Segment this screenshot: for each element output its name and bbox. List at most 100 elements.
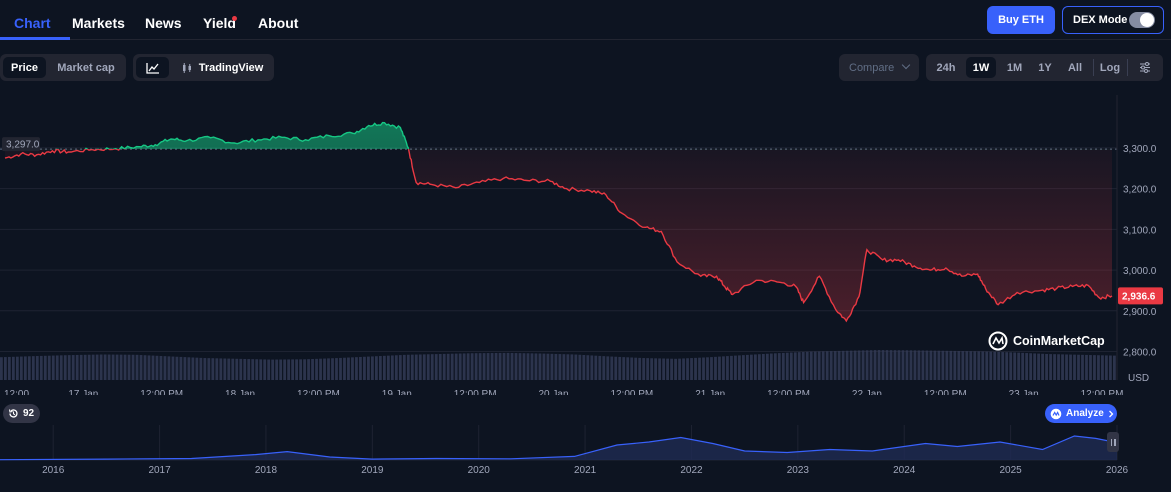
volume-bar	[371, 356, 374, 380]
current-price-tag: 2,936.6	[1118, 287, 1163, 305]
buy-eth-button[interactable]: Buy ETH	[987, 6, 1055, 34]
x-tick-label: 21 Jan	[695, 389, 725, 395]
navigator-tick-label: 2018	[255, 465, 278, 476]
range-1y-button[interactable]: 1Y	[1038, 61, 1052, 74]
volume-bar	[450, 353, 454, 380]
volume-bar	[526, 353, 530, 380]
volume-bar	[47, 355, 51, 380]
volume-bar	[793, 352, 797, 380]
new-indicator-dot	[232, 16, 237, 21]
volume-bar	[757, 354, 761, 380]
volume-bar	[985, 351, 989, 380]
volume-bar	[378, 356, 382, 380]
volume-bar	[606, 356, 610, 380]
volume-bar	[382, 355, 386, 380]
volume-bar	[323, 358, 326, 380]
volume-bar	[574, 354, 578, 380]
overview-navigator[interactable]: 2016 2017 2018 2019 2020 2021 2022 2023 2024 2025…	[0, 425, 1171, 492]
volume-bar	[702, 357, 705, 380]
tradingview-button[interactable]: TradingView	[173, 57, 271, 78]
volume-bar	[275, 359, 279, 380]
volume-bar	[853, 350, 857, 380]
tab-about[interactable]: About	[258, 15, 299, 31]
tab-chart[interactable]: Chart	[14, 15, 51, 31]
tab-yield[interactable]: Yield	[203, 15, 236, 31]
x-tick-label: 12:00 PM	[924, 389, 967, 395]
volume-bar	[742, 355, 745, 380]
volume-bar	[933, 350, 937, 380]
chart-settings-button[interactable]	[1131, 57, 1159, 78]
volume-bar	[231, 358, 235, 380]
volume-bar	[259, 359, 263, 380]
volume-bar	[929, 350, 933, 380]
range-1m-button[interactable]: 1M	[1006, 61, 1023, 74]
navigator-handle[interactable]	[1107, 432, 1119, 452]
x-tick-label: 12:00 PM	[1081, 389, 1124, 395]
compare-dropdown[interactable]: Compare	[839, 54, 919, 81]
x-tick-label: 18 Jan	[225, 389, 255, 395]
toggle-switch[interactable]	[1129, 12, 1155, 28]
tab-news[interactable]: News	[145, 15, 182, 31]
volume-bar	[283, 359, 287, 380]
volume-bar	[562, 354, 566, 380]
volume-bar	[961, 351, 965, 380]
history-count: 92	[23, 408, 35, 419]
volume-bar	[215, 358, 219, 380]
volume-bar	[351, 357, 354, 380]
dex-mode-toggle[interactable]: DEX Mode	[1062, 6, 1164, 34]
volume-bar	[945, 350, 949, 380]
price-button[interactable]: Price	[3, 57, 46, 78]
tab-markets[interactable]: Markets	[72, 15, 125, 31]
market-cap-button[interactable]: Market cap	[57, 61, 115, 74]
volume-bar	[534, 353, 538, 380]
x-tick-label: 12:00 PM	[297, 389, 340, 395]
volume-bar	[965, 351, 969, 380]
volume-bar	[570, 354, 574, 380]
volume-bar	[993, 351, 997, 380]
navigator-tick-label: 2025	[999, 465, 1022, 476]
volume-bar	[789, 352, 793, 380]
volume-bar	[638, 357, 642, 380]
line-chart-button[interactable]	[136, 57, 169, 78]
volume-bar	[722, 356, 725, 380]
log-scale-button[interactable]: Log	[1099, 61, 1121, 74]
volume-bar	[586, 355, 590, 380]
x-tick-label: 23 Jan	[1009, 389, 1039, 395]
analyze-button[interactable]: Analyze	[1045, 404, 1117, 423]
volume-bar	[710, 357, 713, 380]
volume-bar	[1021, 352, 1025, 380]
volume-bar	[67, 355, 71, 380]
range-all-button[interactable]: All	[1067, 61, 1083, 74]
price-chart[interactable]: 3,300.0 3,200.0 3,100.0 3,000.0 2,900.0 2,800…	[0, 95, 1171, 395]
volume-bar	[905, 350, 909, 380]
volume-bar	[973, 351, 977, 380]
volume-bar	[897, 350, 901, 380]
volume-bar	[550, 353, 554, 380]
volume-bar	[466, 353, 470, 380]
volume-bar	[191, 357, 195, 380]
volume-bar	[502, 352, 506, 380]
volume-bar	[1045, 353, 1048, 380]
volume-bar	[303, 359, 306, 380]
volume-bar	[23, 356, 27, 380]
volume-bar	[287, 359, 291, 380]
volume-bar	[865, 350, 869, 380]
volume-bar	[889, 350, 893, 380]
volume-bar	[39, 355, 43, 380]
volume-bar	[295, 359, 298, 380]
volume-bar	[805, 351, 809, 380]
range-24h-button[interactable]: 24h	[936, 61, 956, 74]
volume-bar	[454, 353, 458, 380]
history-count-badge[interactable]: 92	[3, 404, 40, 423]
volume-bar	[15, 356, 19, 380]
volume-bar	[91, 354, 95, 380]
volume-bar	[1013, 352, 1017, 380]
volume-bar	[578, 354, 582, 380]
volume-bar	[618, 356, 622, 380]
volume-bar	[75, 354, 79, 380]
volume-bar	[7, 356, 11, 380]
navigator-tick-label: 2017	[148, 465, 171, 476]
range-1w-button[interactable]: 1W	[966, 57, 996, 78]
volume-bar	[1101, 355, 1104, 380]
volume-bar	[131, 354, 135, 380]
